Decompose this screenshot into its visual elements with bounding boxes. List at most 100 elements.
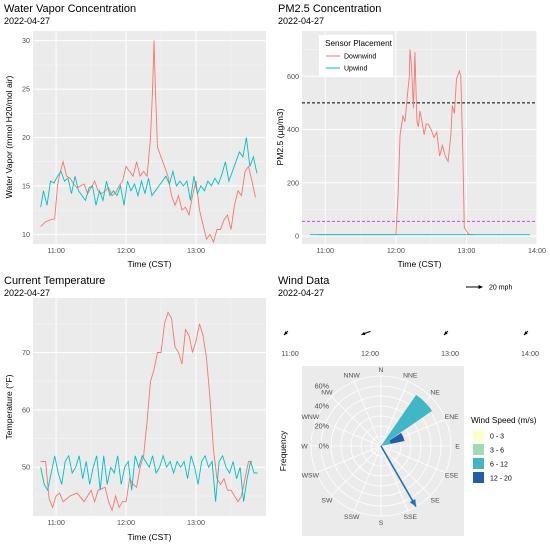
pm25-legend: Sensor Placement Downwind Upwind (319, 35, 393, 77)
rose-spoke (380, 445, 409, 511)
rose-radial-tick-label: 40% (315, 402, 330, 411)
rose-direction-label: NNE (403, 373, 418, 380)
water-vapor-subtitle: 2022-04-27 (4, 16, 50, 26)
pm25-lines (309, 49, 530, 236)
wind-time-ticks: 11:00 12:00 13:00 14:00 (281, 349, 539, 358)
wind-rose-grid (310, 375, 452, 517)
rose-spoke (380, 445, 431, 496)
water-vapor-y-ticks: 10 15 20 25 30 (22, 36, 30, 239)
rose-direction-label: ENE (445, 414, 459, 421)
wind-time-tick-label: 14:00 (521, 349, 539, 358)
wind-speed-legend-label: 3 - 6 (490, 448, 504, 455)
wind-speed-legend-key (473, 472, 484, 483)
rose-direction-label: SW (321, 497, 333, 504)
water-vapor-title: Water Vapor Concentration (4, 3, 136, 15)
rose-mean-arrowhead (409, 498, 416, 507)
rose-direction-label: SSE (403, 514, 417, 521)
wind-arrowhead (284, 331, 288, 335)
pm25-x-ticks: 11:00 12:00 13:00 14:00 (317, 246, 546, 255)
rose-bar-ne (381, 394, 433, 446)
wind-time-tick-label: 11:00 (281, 349, 298, 358)
pm25-legend-label-downwind: Downwind (344, 54, 376, 61)
series-line-1 (40, 454, 258, 502)
x-tick-label: 12:00 (117, 518, 135, 527)
pm25-x-label: Time (CST) (397, 259, 441, 269)
rose-mean-arrow-shaft (380, 445, 417, 508)
y-tick-label: 15 (22, 181, 30, 190)
y-tick-label: 600 (287, 72, 299, 81)
pm25-panel: PM2.5 Concentration 2022-04-27 0 200 400 60… (275, 3, 546, 269)
wind-speed-legend-label: 6 - 12 (490, 462, 508, 469)
water-vapor-lines (40, 40, 258, 244)
y-tick-label: 10 (22, 230, 30, 239)
wind-speed-legend-key (473, 430, 484, 441)
pm25-y-ticks: 0 200 400 600 (287, 72, 299, 241)
water-vapor-grid (33, 31, 266, 244)
wind-rose-radial-ticks: 0% 20% 40% 60% (315, 382, 330, 451)
wind-scale-label: 20 mph (489, 285, 512, 292)
series-line-1 (40, 137, 258, 208)
rose-radial-tick-label: 60% (315, 382, 330, 391)
pm25-title: PM2.5 Concentration (278, 3, 381, 15)
water-vapor-y-label: Water Vapor (mmol H20/mol air) (4, 76, 14, 199)
x-tick-label: 14:00 (528, 246, 546, 255)
x-tick-label: 12:00 (117, 246, 135, 255)
rose-bar-ene (389, 432, 405, 444)
wind-rose-mean-arrow (380, 445, 417, 508)
wind-subtitle: 2022-04-27 (278, 288, 324, 298)
rose-direction-label: E (455, 443, 460, 450)
rose-radial-tick-label: 0% (319, 442, 330, 451)
wind-scale-key: 20 mph (466, 285, 512, 292)
temperature-plot-area (33, 298, 266, 516)
wind-time-tick-label: 12:00 (361, 349, 379, 358)
rose-spoke (380, 445, 446, 474)
y-tick-label: 200 (287, 178, 299, 187)
y-tick-label: 20 (22, 133, 30, 142)
y-tick-label: 60 (22, 405, 30, 414)
water-vapor-x-ticks: 11:00 12:00 13:00 (47, 246, 205, 255)
x-tick-label: 13:00 (187, 518, 205, 527)
rose-direction-label: WNW (301, 414, 319, 421)
rose-radial-tick-label: 20% (315, 422, 330, 431)
y-tick-label: 50 (22, 463, 30, 472)
temperature-y-label: Temperature (°F) (4, 374, 14, 439)
wind-arrowhead (361, 331, 366, 336)
pm25-y-label: PM2.5 (µg/m3) (275, 108, 285, 165)
water-vapor-panel: Water Vapor Concentration 2022-04-27 101… (4, 3, 266, 269)
rose-direction-label: NE (430, 389, 440, 396)
rose-spoke (331, 445, 382, 496)
x-tick-label: 13:00 (457, 246, 475, 255)
wind-speed-legend-label: 0 - 3 (490, 434, 504, 441)
wind-scale-arrowhead (478, 285, 483, 289)
water-vapor-x-label: Time (CST) (127, 259, 171, 269)
rose-direction-label: ESE (445, 473, 459, 480)
rose-direction-label: NW (321, 389, 333, 396)
y-tick-label: 0 (295, 232, 299, 241)
x-tick-label: 13:00 (187, 246, 205, 255)
rose-direction-label: W (301, 443, 308, 450)
rose-spoke (316, 445, 382, 474)
y-tick-label: 30 (22, 36, 30, 45)
wind-rose-bars (381, 394, 433, 446)
rose-spoke (353, 445, 382, 511)
temperature-panel: Current Temperature 2022-04-27 50 60 70 11… (4, 275, 266, 542)
x-tick-label: 11:00 (47, 518, 64, 527)
rose-direction-label: WSW (302, 473, 320, 480)
rose-spoke (316, 418, 382, 447)
wind-speed-legend-key (473, 444, 484, 455)
rose-spoke (331, 396, 382, 447)
temperature-lines (40, 311, 258, 512)
x-tick-label: 11:00 (317, 246, 334, 255)
wind-arrows (283, 330, 529, 336)
rose-bar-ene (381, 440, 391, 446)
temperature-y-ticks: 50 60 70 (22, 348, 30, 472)
wind-speed-legend-label: 12 - 20 (490, 476, 512, 483)
rose-direction-label: N (379, 367, 384, 374)
y-tick-label: 25 (22, 85, 30, 94)
wind-rose-direction-labels: N NNE NE ENE E ESE SE SSE S SSW SW WSW W WNW NW NNW (301, 367, 460, 527)
temperature-x-ticks: 11:00 12:00 13:00 (47, 518, 205, 527)
pm25-legend-label-upwind: Upwind (344, 66, 367, 73)
x-tick-label: 11:00 (47, 246, 64, 255)
pm25-threshold-lines (302, 102, 537, 222)
